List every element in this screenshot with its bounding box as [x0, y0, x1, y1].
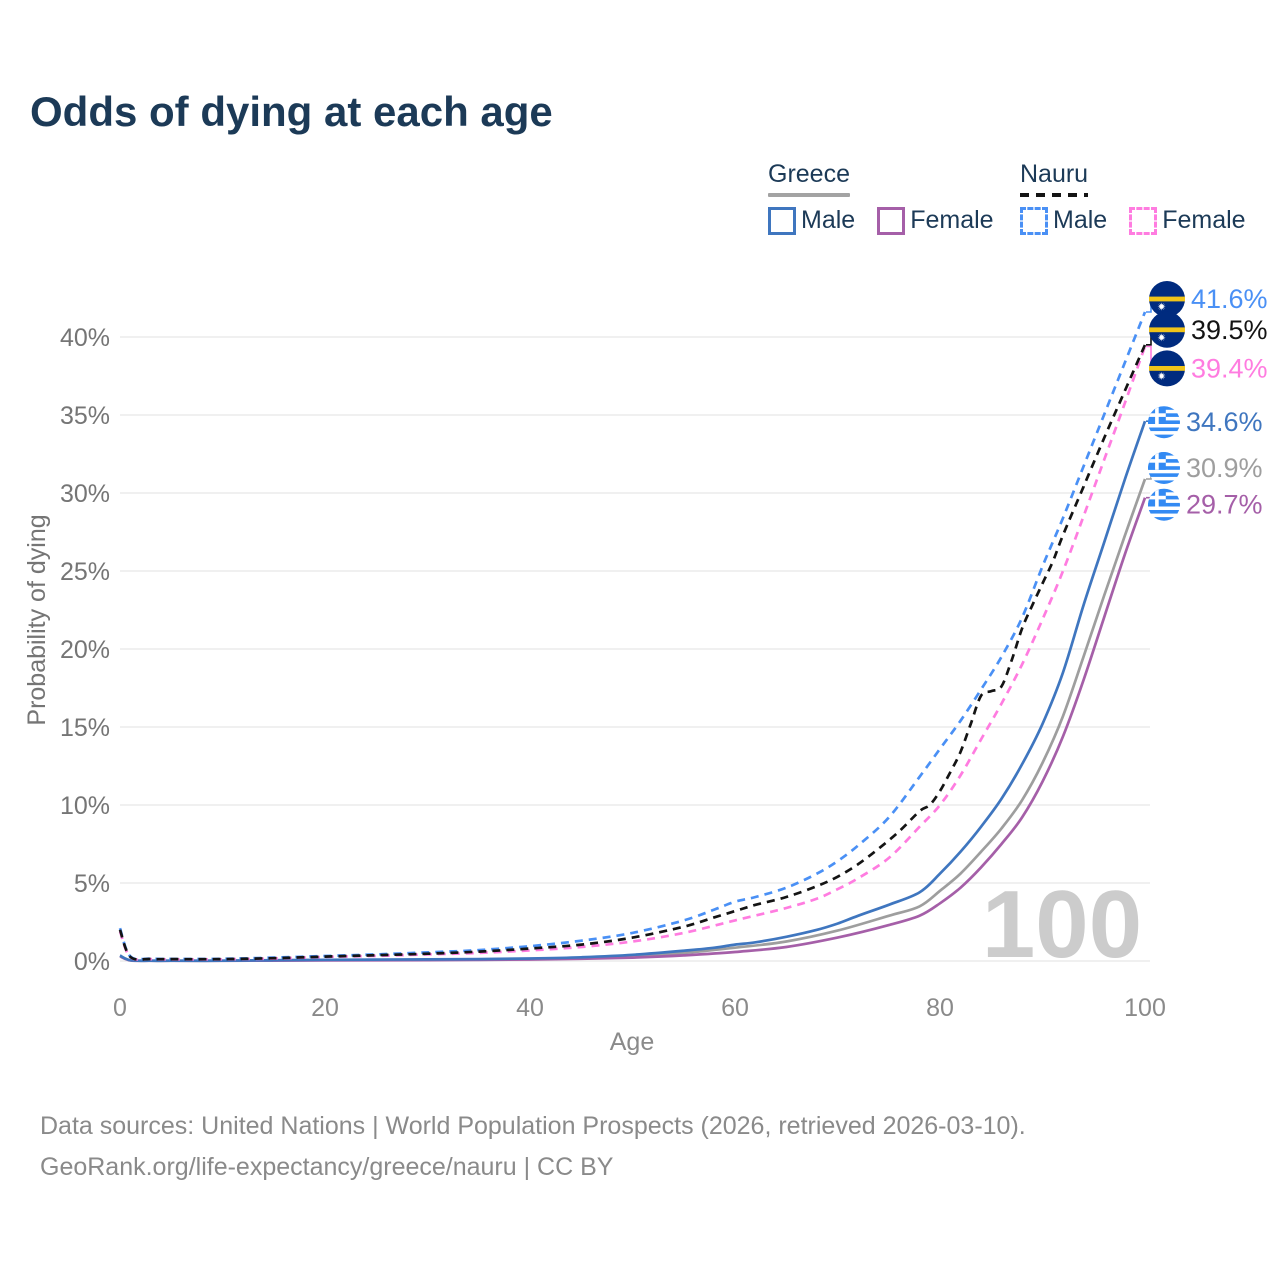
legend-item-nauru-male[interactable]: Male: [1020, 206, 1107, 235]
y-tick-label: 25%: [60, 558, 110, 586]
end-value-label-greece-combined: 30.9%: [1186, 453, 1263, 483]
greece-female-swatch-icon: [877, 206, 906, 235]
age-counter-watermark: 100: [982, 871, 1142, 978]
series-line-nauru-male[interactable]: [118, 311, 1147, 961]
y-tick-label: 20%: [60, 636, 110, 664]
legend-group-greece-items: Male Female: [768, 206, 994, 235]
legend-item-label: Male: [1053, 206, 1108, 234]
page-title: Odds of dying at each age: [30, 88, 553, 135]
y-tick-label: 5%: [74, 870, 110, 898]
legend-item-nauru-female[interactable]: Female: [1129, 206, 1246, 235]
y-tick-label: 0%: [74, 948, 110, 976]
y-tick-label: 15%: [60, 714, 110, 742]
x-tick-label: 60: [721, 994, 749, 1022]
x-tick-label: 100: [1124, 994, 1166, 1022]
legend-item-greece-male[interactable]: Male: [768, 206, 855, 235]
greece-male-swatch-icon: [768, 206, 796, 235]
x-tick-label: 40: [516, 994, 544, 1022]
legend-group-greece: Greece Male Female: [768, 160, 994, 235]
legend-item-label: Female: [910, 206, 994, 234]
legend-group-greece-title: Greece: [768, 160, 850, 197]
footer: Data sources: United Nations | World Pop…: [40, 1106, 1026, 1188]
legend-item-label: Male: [801, 206, 856, 234]
nauru-female-swatch-icon: [1129, 206, 1158, 235]
x-tick-label: 0: [113, 994, 127, 1022]
end-value-label-greece-male: 34.6%: [1186, 407, 1263, 437]
legend-group-nauru-items: Male Female: [1020, 206, 1246, 235]
legend-group-nauru-title: Nauru: [1020, 160, 1088, 197]
legend-group-nauru: Nauru Male Female: [1020, 160, 1246, 235]
nauru-flag-icon: [1149, 350, 1185, 387]
end-value-label-nauru-combined: 39.5%: [1191, 315, 1268, 345]
end-value-label-nauru-male: 41.6%: [1191, 284, 1268, 314]
y-tick-label: 35%: [60, 402, 110, 430]
nauru-flag-icon: [1149, 311, 1185, 348]
end-value-label-greece-female: 29.7%: [1186, 490, 1263, 520]
nauru-flag-icon: [1149, 281, 1185, 317]
greece-flag-icon: [1148, 406, 1180, 439]
greece-flag-icon: [1148, 488, 1180, 521]
y-tick-label: 40%: [60, 324, 110, 352]
x-axis-title: Age: [610, 1028, 654, 1056]
series-line-nauru-female[interactable]: [118, 345, 1147, 962]
legend-item-label: Female: [1162, 206, 1246, 234]
y-tick-label: 10%: [60, 792, 110, 820]
y-axis-title: Probability of dying: [23, 514, 51, 725]
footer-attribution: GeoRank.org/life-expectancy/greece/nauru…: [40, 1153, 614, 1181]
x-tick-label: 80: [926, 994, 954, 1022]
footer-data-sources: Data sources: United Nations | World Pop…: [40, 1112, 1026, 1140]
legend-item-greece-female[interactable]: Female: [877, 206, 994, 235]
nauru-male-swatch-icon: [1020, 206, 1048, 235]
greece-flag-icon: [1148, 452, 1180, 484]
series-line-nauru-combined[interactable]: [118, 344, 1147, 961]
y-tick-label: 30%: [60, 480, 110, 508]
end-value-label-nauru-female: 39.4%: [1191, 353, 1268, 383]
series-line-greece-male[interactable]: [119, 420, 1147, 963]
x-tick-label: 20: [311, 994, 339, 1022]
